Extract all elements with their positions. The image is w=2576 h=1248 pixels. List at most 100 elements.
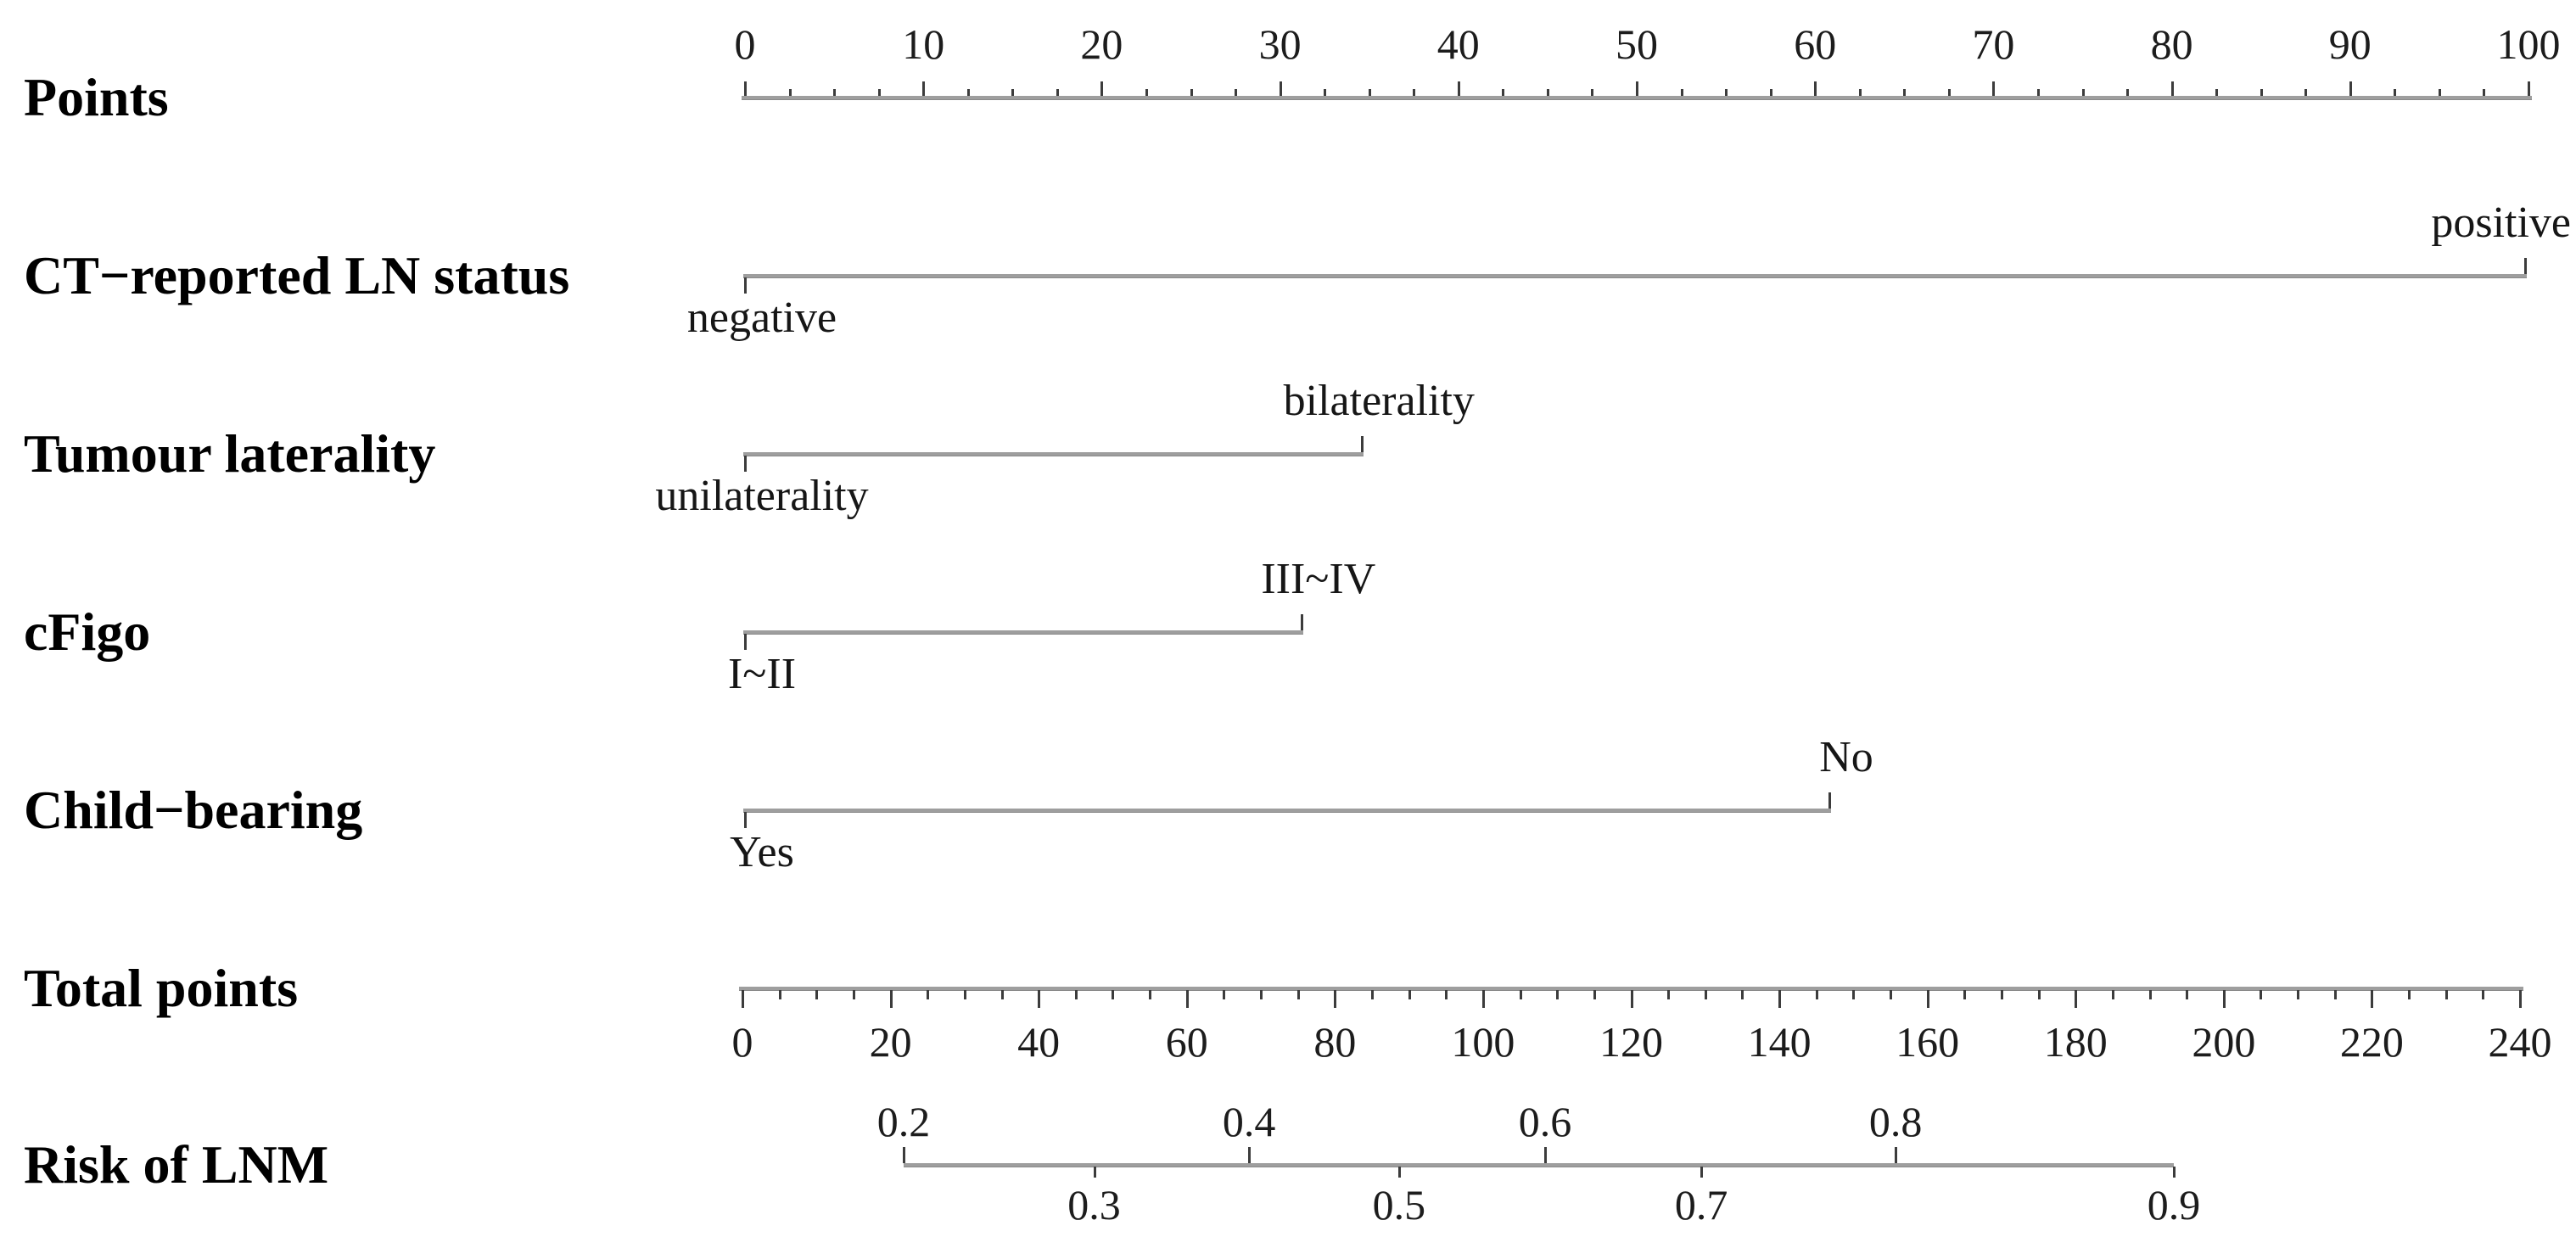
points-minor-tick — [1145, 89, 1148, 96]
risk-tick-below — [1700, 1167, 1704, 1178]
points-minor-tick — [2260, 89, 2263, 96]
points-tick-label: 30 — [1258, 20, 1302, 68]
total-minor-tick — [1890, 990, 1893, 999]
points-minor-tick — [966, 89, 970, 96]
points-minor-tick — [1858, 89, 1862, 96]
total-major-tick — [1630, 990, 1633, 1008]
points-minor-tick — [1903, 89, 1907, 96]
points-minor-tick — [2215, 89, 2219, 96]
points-major-tick — [1100, 81, 1104, 96]
points-minor-tick — [1680, 89, 1683, 96]
total-major-tick — [1926, 990, 1929, 1008]
risk-tick-label: 0.5 — [1372, 1181, 1426, 1228]
total-minor-tick — [1963, 990, 1967, 999]
points-minor-tick — [788, 89, 792, 96]
total-tick-label: 80 — [1313, 1018, 1357, 1066]
row-label-tumour-laterality: Tumour laterality — [24, 423, 436, 484]
total-tick-label: 100 — [1451, 1018, 1515, 1066]
total-minor-tick — [1370, 990, 1374, 999]
risk-tick-label: 0.8 — [1868, 1098, 1923, 1145]
total-minor-tick — [1667, 990, 1671, 999]
points-minor-tick — [1947, 89, 1951, 96]
points-minor-tick — [2126, 89, 2130, 96]
predictor-low-tick-childbearing — [744, 812, 747, 828]
points-major-tick — [744, 81, 747, 96]
total-minor-tick — [1593, 990, 1596, 999]
row-label-ct-ln-status: CT−reported LN status — [24, 245, 570, 305]
points-minor-tick — [1190, 89, 1193, 96]
points-tick-label: 10 — [902, 20, 945, 68]
total-tick-label: 140 — [1747, 1018, 1812, 1066]
points-axis-line — [742, 96, 2532, 99]
risk-tick-below — [2173, 1167, 2176, 1178]
total-major-tick — [1038, 990, 1041, 1008]
points-major-tick — [2170, 81, 2174, 96]
points-minor-tick — [1324, 89, 1327, 96]
points-major-tick — [1279, 81, 1282, 96]
points-major-tick — [1814, 81, 1817, 96]
total-minor-tick — [2186, 990, 2189, 999]
predictor-high-label-cfigo: III~IV — [1261, 555, 1376, 603]
risk-tick-label: 0.3 — [1067, 1181, 1121, 1228]
points-minor-tick — [1413, 89, 1416, 96]
total-major-tick — [1481, 990, 1485, 1008]
risk-tick-above — [1248, 1147, 1252, 1163]
predictor-high-label-ct: positive — [2431, 199, 2571, 247]
total-minor-tick — [1074, 990, 1078, 999]
total-minor-tick — [2482, 990, 2485, 999]
risk-axis-line — [904, 1163, 2174, 1167]
points-tick-label: 60 — [1794, 20, 1837, 68]
total-tick-label: 240 — [2488, 1018, 2552, 1066]
points-tick-label: 20 — [1080, 20, 1123, 68]
total-tick-label: 0 — [731, 1018, 753, 1066]
points-minor-tick — [2036, 89, 2040, 96]
predictor-high-label-laterality: bilaterality — [1283, 377, 1475, 425]
total-minor-tick — [1223, 990, 1226, 999]
risk-tick-above — [903, 1147, 905, 1163]
points-minor-tick — [1011, 89, 1015, 96]
total-minor-tick — [1296, 990, 1300, 999]
total-minor-tick — [1445, 990, 1448, 999]
points-minor-tick — [1725, 89, 1728, 96]
points-major-tick — [1457, 81, 1460, 96]
row-label-cfigo: cFigo — [24, 602, 151, 662]
predictor-high-tick-ct — [2523, 258, 2527, 274]
total-major-tick — [1185, 990, 1189, 1008]
predictor-line-ct — [743, 274, 2527, 277]
points-minor-tick — [2304, 89, 2308, 96]
total-major-tick — [2075, 990, 2078, 1008]
total-minor-tick — [1408, 990, 1411, 999]
predictor-line-laterality — [743, 452, 1364, 456]
points-major-tick — [2528, 81, 2530, 96]
risk-tick-below — [1093, 1167, 1096, 1178]
points-minor-tick — [1502, 89, 1505, 96]
total-minor-tick — [778, 990, 781, 999]
total-major-tick — [2371, 990, 2374, 1008]
total-major-tick — [2222, 990, 2226, 1008]
predictor-low-label-ct: negative — [686, 294, 837, 342]
total-tick-label: 120 — [1599, 1018, 1663, 1066]
total-major-tick — [1334, 990, 1337, 1008]
total-major-tick — [889, 990, 893, 1008]
total-minor-tick — [2260, 990, 2263, 999]
total-minor-tick — [2408, 990, 2411, 999]
total-minor-tick — [2111, 990, 2114, 999]
total-minor-tick — [2297, 990, 2300, 999]
points-minor-tick — [1769, 89, 1772, 96]
total-tick-label: 200 — [2192, 1018, 2256, 1066]
predictor-line-childbearing — [743, 809, 1832, 812]
points-tick-label: 0 — [734, 20, 756, 68]
total-minor-tick — [2148, 990, 2152, 999]
predictor-low-label-laterality: unilaterality — [655, 472, 869, 520]
points-minor-tick — [2483, 89, 2486, 96]
points-tick-label: 100 — [2496, 20, 2561, 68]
total-tick-label: 40 — [1017, 1018, 1061, 1066]
row-label-total-points: Total points — [24, 958, 299, 1018]
risk-tick-label: 0.2 — [876, 1098, 931, 1145]
total-minor-tick — [1519, 990, 1522, 999]
points-minor-tick — [2438, 89, 2441, 96]
total-minor-tick — [927, 990, 930, 999]
total-minor-tick — [815, 990, 819, 999]
risk-tick-label: 0.9 — [2147, 1181, 2201, 1228]
